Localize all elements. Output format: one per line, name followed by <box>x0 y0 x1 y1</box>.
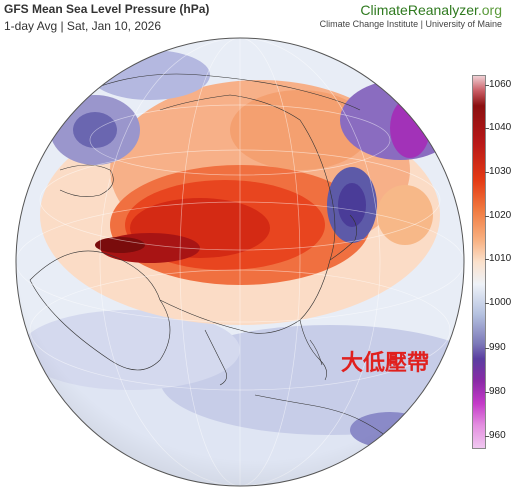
colorbar-tick <box>485 128 489 129</box>
colorbar-tick <box>485 259 489 260</box>
colorbar-label: 980 <box>489 386 506 397</box>
map-subtitle: 1-day Avg | Sat, Jan 10, 2026 <box>4 19 162 33</box>
brand-tagline: Climate Change Institute | University of… <box>319 19 502 29</box>
pressure-colorbar <box>472 75 486 449</box>
colorbar-tick <box>485 216 489 217</box>
brand-name-part2: Reanalyzer <box>407 2 478 18</box>
colorbar-label: 1040 <box>489 122 512 133</box>
colorbar-label: 990 <box>489 342 506 353</box>
colorbar-label: 1030 <box>489 166 512 177</box>
colorbar-label: 960 <box>489 430 506 441</box>
header: GFS Mean Sea Level Pressure (hPa) 1-day … <box>4 2 209 33</box>
map-title: GFS Mean Sea Level Pressure (hPa) <box>4 2 210 16</box>
colorbar-label: 1010 <box>489 253 512 264</box>
low-pressure-belt-annotation: 大低壓帶 <box>341 351 430 376</box>
colorbar-tick <box>485 85 489 86</box>
colorbar-tick <box>485 392 489 393</box>
colorbar-label: 1020 <box>489 210 512 221</box>
brand-name-part3: .org <box>477 2 502 18</box>
colorbar-tick <box>485 348 489 349</box>
colorbar-tick <box>485 172 489 173</box>
colorbar-label: 1000 <box>489 297 512 308</box>
brand-name-part1: Climate <box>360 2 408 18</box>
colorbar-label: 1060 <box>489 79 512 90</box>
brand-name: ClimateReanalyzer.org <box>320 2 502 18</box>
colorbar-tick <box>485 436 489 437</box>
colorbar-tick <box>485 303 489 304</box>
brand-logo[interactable]: ClimateReanalyzer.org Climate Change Ins… <box>320 2 502 29</box>
